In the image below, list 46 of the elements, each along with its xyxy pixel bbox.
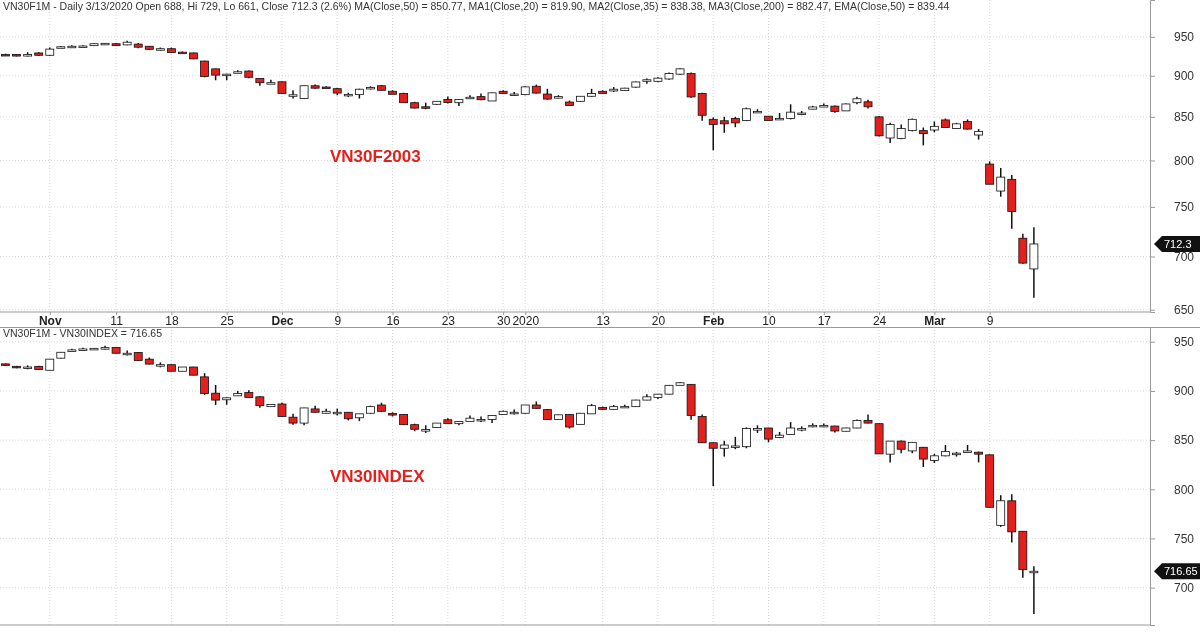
y-tick-label: 750: [1174, 531, 1195, 546]
candlestick: [985, 160, 995, 185]
x-tick-label: 18: [165, 313, 179, 328]
x-tick-label: 11: [110, 313, 124, 328]
candlestick: [708, 441, 718, 487]
x-tick-label: Mar: [924, 313, 946, 328]
annotation: VN30F2003: [330, 147, 421, 167]
x-tick-label: 25: [220, 313, 235, 328]
y-tick-label: 950: [1174, 30, 1195, 45]
y-tick-label: 950: [1174, 335, 1195, 350]
candlestick: [211, 384, 221, 406]
candlestick: [996, 167, 1006, 198]
y-tick-label: 850: [1174, 433, 1195, 448]
y-tick-label: 800: [1174, 153, 1195, 168]
y-tick-label: 850: [1174, 110, 1195, 125]
x-tick-label: 20: [651, 313, 666, 328]
y-tick-label: 700: [1174, 249, 1195, 264]
candlestick: [708, 116, 718, 152]
candlestick: [200, 372, 209, 396]
y-tick-label: 900: [1174, 69, 1195, 84]
y-tick-label: 750: [1174, 200, 1195, 215]
y-tick-label: 650: [1174, 303, 1195, 318]
annotation: VN30INDEX: [330, 466, 426, 486]
x-tick-label: 2020: [512, 313, 540, 328]
y-tick-label: 700: [1174, 580, 1195, 595]
x-tick-label: 9: [334, 313, 342, 328]
x-tick-label: Dec: [271, 313, 294, 328]
x-tick-label: 23: [441, 313, 456, 328]
candlestick: [741, 426, 751, 450]
chart-title: VN30F1M - VN30INDEX = 716.65: [3, 327, 163, 339]
candlestick: [1029, 565, 1039, 615]
price-tag: 716.65: [1154, 563, 1200, 580]
x-tick-label: 13: [596, 313, 611, 328]
x-tick-label: 16: [386, 313, 401, 328]
candlestick: [697, 91, 707, 122]
chart-title: VN30F1M - Daily 3/13/2020 Open 688, Hi 729, Lo 661, Close 712.3 (2.6%) MA(Close,50) = 850.77, MA1(Close,20) = 819.90, MA2(Close,35) = 838.38, MA3(Close,200) = 882.47, EMA(Close,50) = 839.44: [3, 0, 950, 12]
x-tick-label: 9: [986, 313, 994, 328]
x-tick-label: 10: [762, 313, 776, 328]
x-tick-label: 30: [496, 313, 511, 328]
x-tick-label: Feb: [703, 313, 725, 328]
x-tick-label: Nov: [38, 313, 62, 328]
x-tick-label: 24: [872, 313, 887, 328]
y-tick-label: 900: [1174, 384, 1195, 399]
y-tick-label: 800: [1174, 482, 1195, 497]
price-tag: 712.3: [1154, 235, 1200, 252]
x-tick-label: 17: [817, 313, 832, 328]
